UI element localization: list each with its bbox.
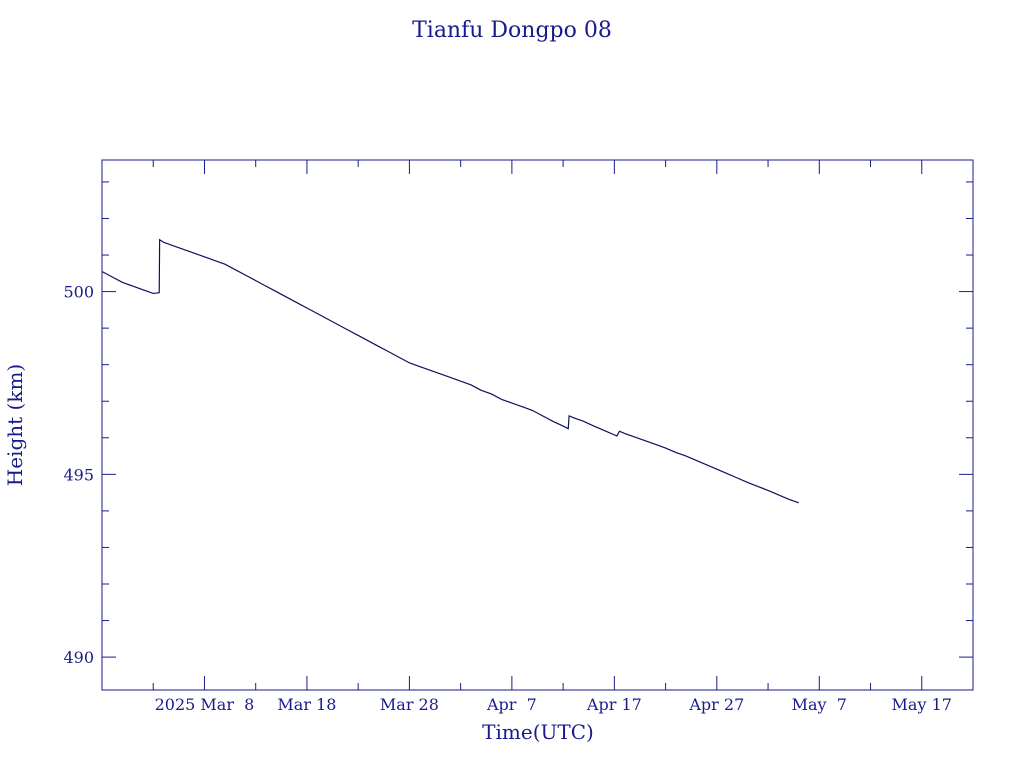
y-axis-label: Height (km) (3, 364, 27, 486)
height-series-line (101, 238, 800, 504)
y-axis-ticks (102, 181, 973, 658)
x-tick-label: May 17 (892, 695, 952, 714)
x-tick-label: Apr 27 (688, 695, 744, 714)
x-tick-label: Apr 7 (486, 695, 537, 714)
x-tick-label: Mar 18 (277, 695, 336, 714)
chart-title: Tianfu Dongpo 08 (412, 18, 612, 43)
plot-frame (101, 159, 974, 691)
x-axis-label: Time(UTC) (482, 720, 594, 744)
y-tick-label: 490 (63, 648, 94, 667)
x-tick-label: Mar 28 (380, 695, 439, 714)
x-axis-ticks (101, 160, 974, 690)
y-tick-label: 495 (63, 465, 94, 484)
x-axis-tick-labels: 2025 Mar 8 Mar 18 Mar 28 Apr 7 Apr 17 Apr 27 M… (155, 695, 952, 714)
x-tick-label: 2025 Mar 8 (155, 695, 255, 714)
y-axis-tick-labels: 490 495 500 (63, 283, 94, 668)
x-tick-label: Apr 17 (586, 695, 642, 714)
y-tick-label: 500 (63, 283, 94, 302)
x-tick-label: May 7 (792, 695, 847, 714)
